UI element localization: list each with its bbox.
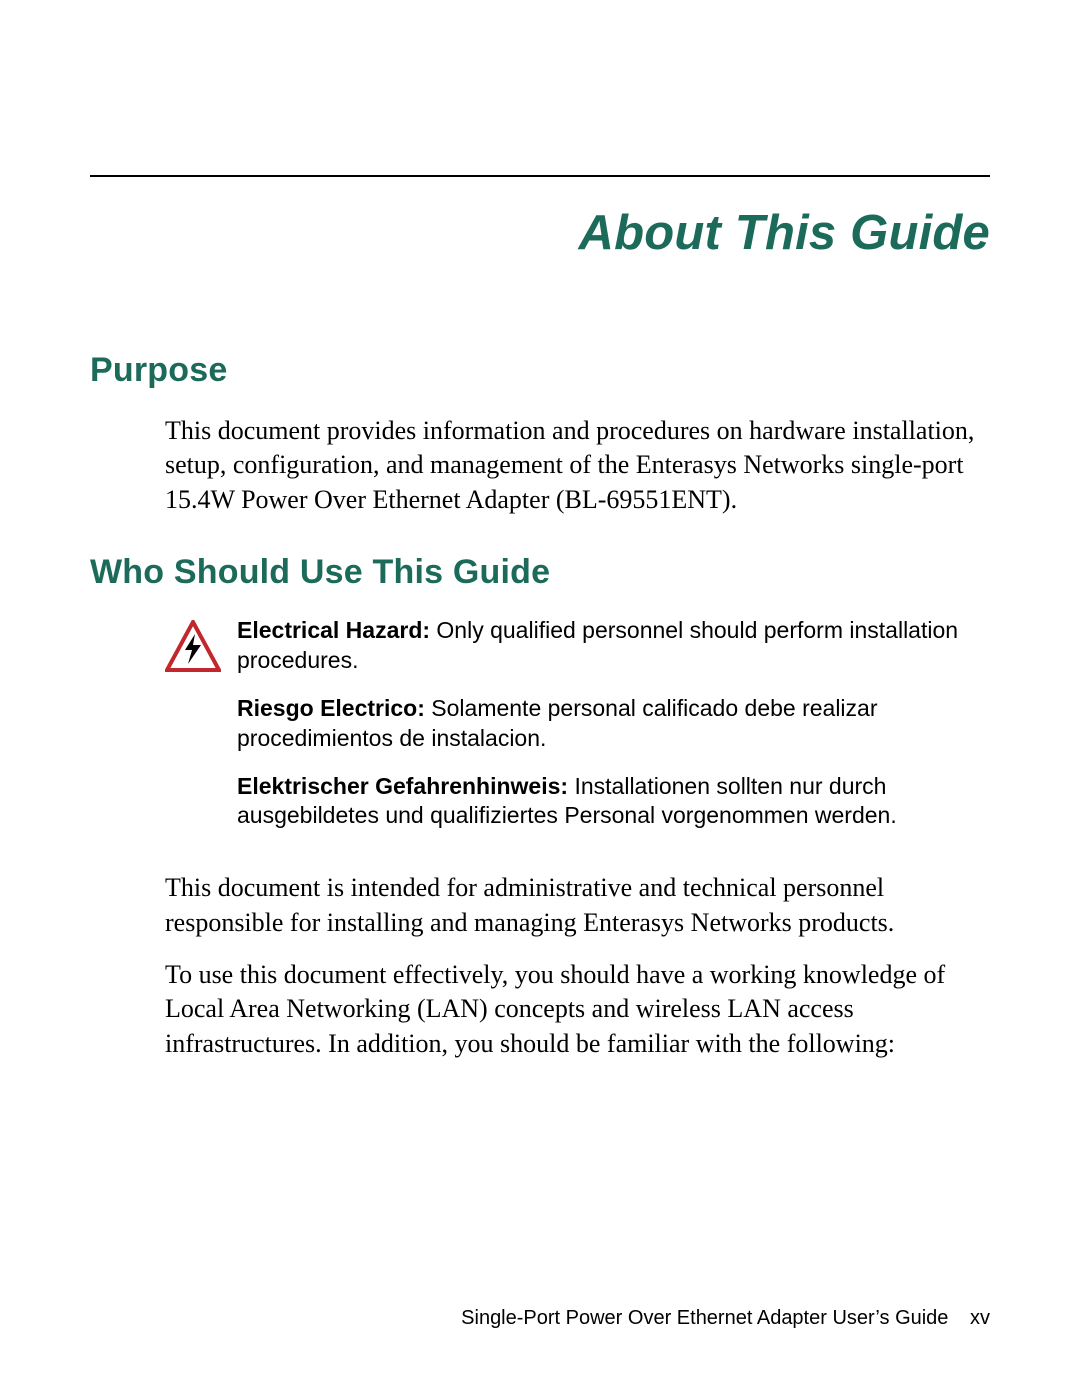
footer-page-number: xv [970, 1307, 990, 1329]
hazard-entry-de: Elektrischer Gefahrenhinweis: Installati… [237, 772, 990, 832]
section-heading-purpose: Purpose [90, 351, 990, 390]
hazard-label-es: Riesgo Electrico: [237, 695, 425, 721]
hazard-label-en: Electrical Hazard: [237, 617, 430, 643]
purpose-body: This document provides information and p… [165, 414, 990, 517]
footer-doc-title: Single-Port Power Over Ethernet Adapter … [461, 1307, 948, 1329]
section-heading-who: Who Should Use This Guide [90, 553, 990, 592]
top-rule [90, 175, 990, 177]
who-body-2: To use this document effectively, you sh… [165, 958, 990, 1061]
hazard-block: Electrical Hazard: Only qualified person… [165, 616, 990, 849]
hazard-text-column: Electrical Hazard: Only qualified person… [237, 616, 990, 849]
page-title: About This Guide [90, 205, 990, 261]
who-body-1: This document is intended for administra… [165, 871, 990, 940]
hazard-entry-en: Electrical Hazard: Only qualified person… [237, 616, 990, 676]
hazard-entry-es: Riesgo Electrico: Solamente personal cal… [237, 694, 990, 754]
hazard-label-de: Elektrischer Gefahrenhinweis: [237, 773, 568, 799]
electrical-hazard-icon [165, 616, 225, 849]
page-footer: Single-Port Power Over Ethernet Adapter … [461, 1307, 990, 1330]
document-page: About This Guide Purpose This document p… [0, 0, 1080, 1388]
